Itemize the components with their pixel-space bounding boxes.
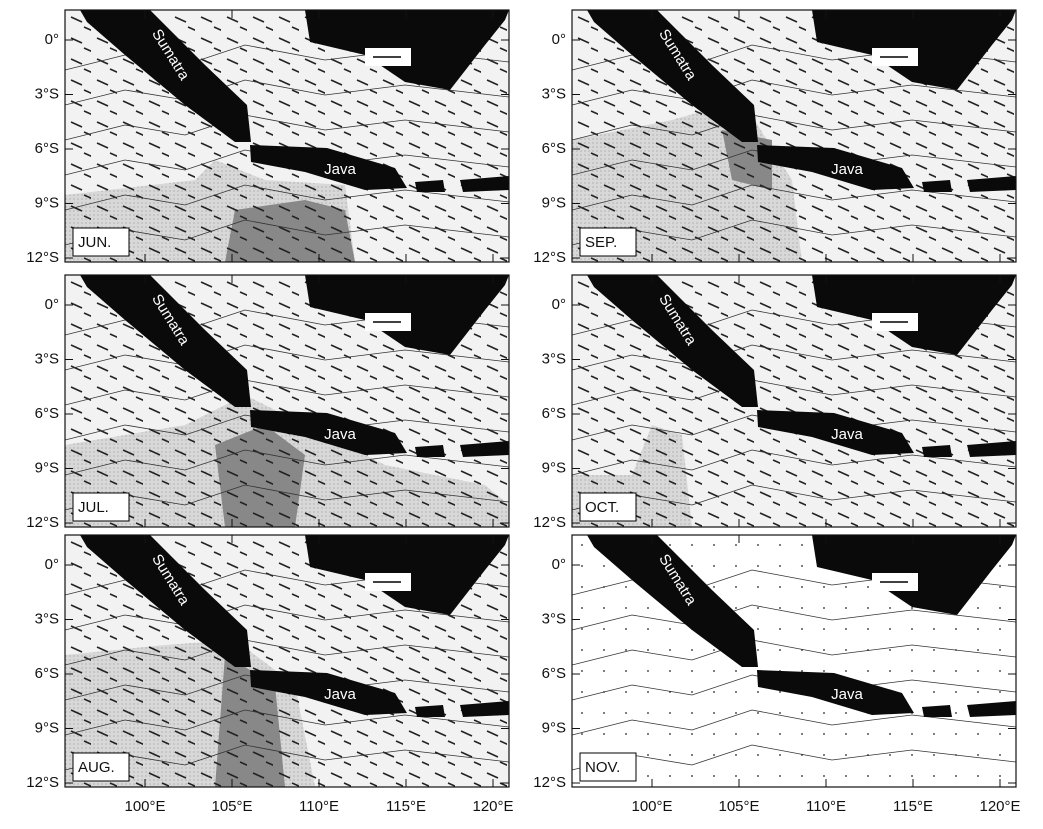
lat-label: 3°S	[542, 85, 566, 102]
sunda-land	[415, 445, 445, 457]
lon-label: 100°E	[631, 798, 672, 815]
lat-label: 9°S	[35, 719, 59, 736]
lat-label: 0°	[45, 296, 59, 313]
lon-label: 120°E	[472, 798, 513, 815]
java-label: Java	[324, 426, 356, 443]
lat-label: 12°S	[533, 514, 566, 531]
map-panel: SumatraJavaOCT.0°3°S6°S9°S12°S	[533, 275, 1016, 531]
sunda-land	[922, 705, 952, 717]
lon-label: 110°E	[806, 798, 846, 815]
lat-label: 9°S	[35, 459, 59, 476]
lat-label: 0°	[45, 31, 59, 48]
figure: SumatraJavaJUN.0°3°S6°S9°S12°SSumatraJav…	[0, 0, 1043, 829]
lat-label: 6°S	[35, 140, 59, 157]
lat-label: 12°S	[26, 774, 59, 791]
month-label: JUN.	[78, 234, 111, 251]
map-body: SumatraJavaOCT.	[572, 275, 1016, 527]
map-body: SumatraJavaSEP.	[572, 10, 1016, 262]
month-label: NOV.	[585, 759, 620, 776]
sunda-land	[415, 705, 445, 717]
lat-label: 12°S	[533, 774, 566, 791]
java-label: Java	[324, 686, 356, 703]
page: SumatraJavaJUN.0°3°S6°S9°S12°SSumatraJav…	[0, 0, 1043, 829]
lat-label: 3°S	[542, 610, 566, 627]
lat-label: 3°S	[542, 350, 566, 367]
lat-label: 6°S	[35, 405, 59, 422]
month-label: JUL.	[78, 499, 109, 516]
lat-label: 12°S	[26, 514, 59, 531]
month-label: AUG.	[78, 759, 115, 776]
lat-label: 9°S	[542, 719, 566, 736]
lon-label: 100°E	[124, 798, 165, 815]
lat-label: 0°	[552, 31, 566, 48]
lat-label: 0°	[552, 296, 566, 313]
sunda-land	[922, 180, 952, 192]
java-label: Java	[831, 686, 863, 703]
lon-label: 110°E	[299, 798, 339, 815]
sunda-land	[922, 445, 952, 457]
lat-label: 9°S	[35, 194, 59, 211]
lat-label: 6°S	[542, 140, 566, 157]
lat-label: 6°S	[542, 665, 566, 682]
lon-label: 105°E	[718, 798, 759, 815]
sunda-land	[415, 180, 445, 192]
lat-label: 3°S	[35, 350, 59, 367]
month-label: OCT.	[585, 499, 619, 516]
java-label: Java	[324, 161, 356, 178]
lat-label: 9°S	[542, 194, 566, 211]
lat-label: 12°S	[533, 249, 566, 266]
lat-label: 9°S	[542, 459, 566, 476]
lat-label: 3°S	[35, 85, 59, 102]
java-label: Java	[831, 426, 863, 443]
lon-label: 115°E	[386, 798, 426, 815]
lat-label: 3°S	[35, 610, 59, 627]
lat-label: 6°S	[35, 665, 59, 682]
lon-label: 115°E	[893, 798, 933, 815]
lat-label: 6°S	[542, 405, 566, 422]
lat-label: 0°	[45, 556, 59, 573]
month-label: SEP.	[585, 234, 617, 251]
java-label: Java	[831, 161, 863, 178]
lon-label: 120°E	[979, 798, 1020, 815]
lat-label: 12°S	[26, 249, 59, 266]
lon-label: 105°E	[211, 798, 252, 815]
lat-label: 0°	[552, 556, 566, 573]
